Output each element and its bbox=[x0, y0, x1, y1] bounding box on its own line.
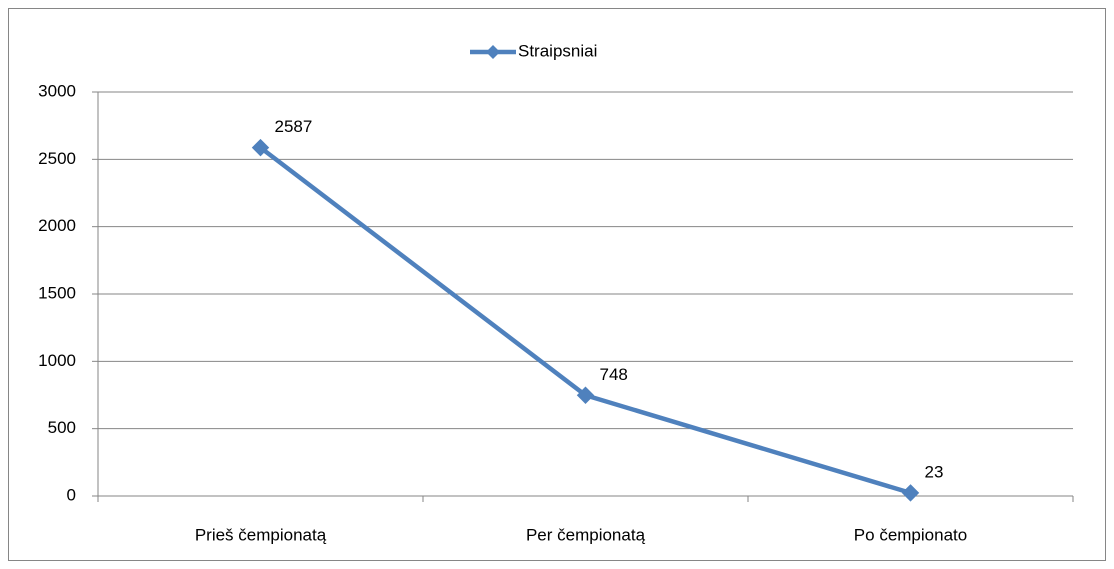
point-marker bbox=[901, 484, 920, 502]
y-tick-label: 0 bbox=[67, 485, 76, 504]
point-marker bbox=[576, 386, 595, 404]
data-label: 748 bbox=[600, 365, 628, 384]
x-tick-label: Per čempionatą bbox=[526, 525, 646, 544]
y-tick-label: 2000 bbox=[38, 216, 76, 235]
y-tick-label: 3000 bbox=[38, 81, 76, 100]
y-tick-label: 1500 bbox=[38, 283, 76, 302]
x-tick-label: Po čempionato bbox=[854, 525, 967, 544]
y-tick-label: 1000 bbox=[38, 351, 76, 370]
x-tick-label: Prieš čempionatą bbox=[195, 525, 327, 544]
chart-border bbox=[8, 8, 1106, 561]
y-tick-label: 500 bbox=[48, 418, 76, 437]
legend-label: Straipsniai bbox=[518, 41, 597, 60]
point-marker bbox=[251, 138, 270, 157]
data-label: 2587 bbox=[275, 117, 313, 136]
data-label: 23 bbox=[925, 462, 944, 481]
y-tick-label: 2500 bbox=[38, 149, 76, 168]
legend-marker bbox=[486, 45, 500, 59]
